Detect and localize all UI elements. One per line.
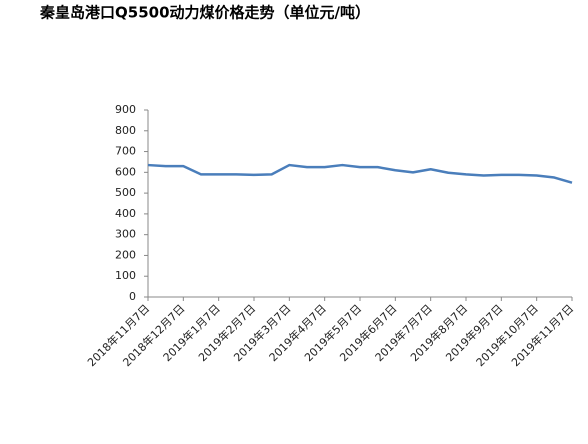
y-tick-label: 900 (115, 103, 136, 116)
y-tick-label: 300 (115, 228, 136, 241)
y-tick-label: 100 (115, 269, 136, 282)
line-series (147, 163, 573, 184)
y-tick-label: 800 (115, 124, 136, 137)
x-tick-label: 2019年11月7日 (508, 301, 576, 369)
chart-title: 秦皇岛港口Q5500动力煤价格走势（单位元/吨） (39, 4, 370, 22)
y-tick-label: 600 (115, 165, 136, 178)
y-tick-label: 400 (115, 207, 136, 220)
x-tick-label: 2019年10月7日 (473, 301, 541, 369)
x-tick-label: 2018年11月7日 (84, 301, 152, 369)
y-tick-label: 700 (115, 145, 136, 158)
y-tick-label: 0 (129, 290, 136, 303)
x-tick-label: 2018年12月7日 (120, 301, 188, 369)
y-tick-label: 200 (115, 248, 136, 261)
y-tick-label: 500 (115, 186, 136, 199)
